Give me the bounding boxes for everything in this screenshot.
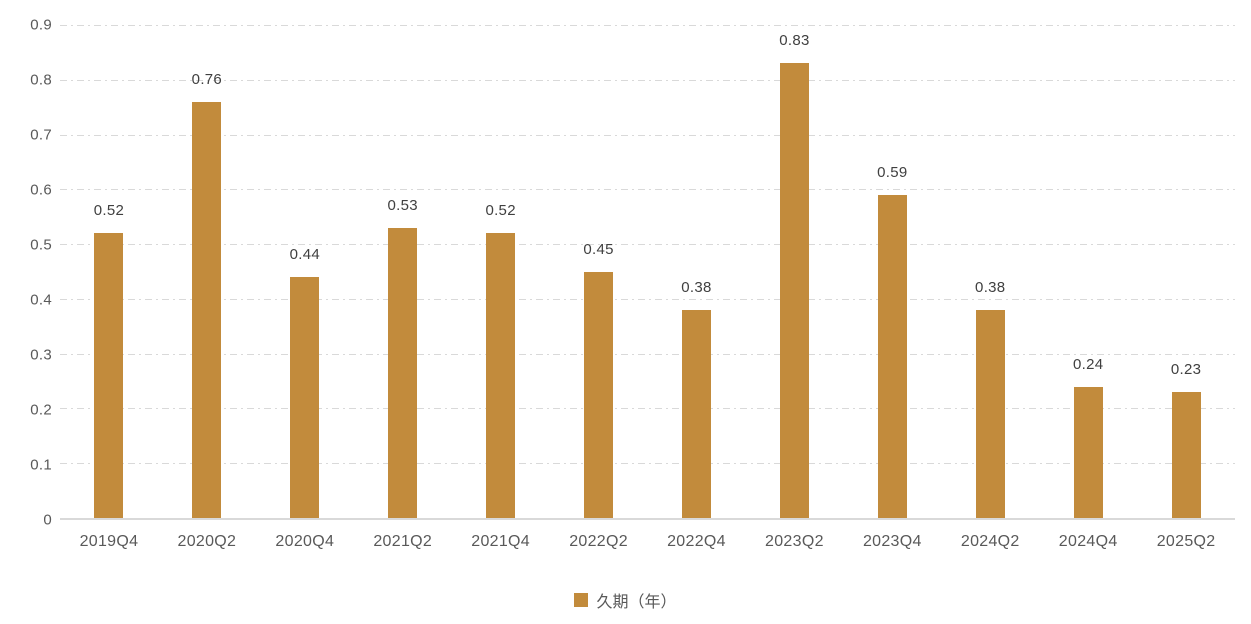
bar-slot: 0.38 <box>941 25 1039 518</box>
x-tick-label: 2023Q2 <box>765 533 824 550</box>
legend-swatch-icon <box>574 593 589 607</box>
x-tick-label: 2020Q2 <box>177 533 237 550</box>
x-tick-label: 2024Q2 <box>960 533 1020 550</box>
x-tick-label: 2021Q2 <box>373 533 433 550</box>
bar <box>975 309 1005 518</box>
gridline <box>60 134 1235 136</box>
gridline <box>60 408 1235 410</box>
data-label: 0.52 <box>93 202 125 220</box>
data-label: 0.59 <box>877 163 908 181</box>
plot-area: 0.52 0.76 0.44 0.53 0.52 0.45 0.38 0.83 0.59 0.38… <box>60 25 1235 520</box>
legend-label: 久期（年） <box>596 594 677 611</box>
bar <box>1171 392 1201 518</box>
data-label: 0.76 <box>191 70 223 88</box>
bar <box>388 227 418 518</box>
bar <box>1073 386 1103 518</box>
x-tick-label: 2020Q4 <box>275 533 335 550</box>
bar-slot: 0.38 <box>648 25 746 518</box>
x-tick-label: 2025Q2 <box>1156 533 1216 550</box>
data-label: 0.53 <box>387 196 418 214</box>
bar-series: 0.52 0.76 0.44 0.53 0.52 0.45 0.38 0.83 0.59 0.38… <box>60 25 1235 518</box>
y-tick-label: 0.1 <box>30 456 52 474</box>
y-tick-label: 0.3 <box>30 346 52 364</box>
x-axis: 2019Q4 2020Q2 2020Q4 2021Q2 2021Q4 2022Q2 2022… <box>60 533 1235 551</box>
x-tick-label: 2022Q4 <box>667 533 726 550</box>
gridline <box>60 25 1235 26</box>
y-tick-label: 0.2 <box>30 401 52 419</box>
bar-slot: 0.23 <box>1137 25 1235 518</box>
bar-slot: 0.76 <box>158 25 256 518</box>
x-tick-label: 2024Q4 <box>1058 533 1118 550</box>
gridline <box>60 463 1235 465</box>
x-tick-label: 2023Q4 <box>862 533 922 550</box>
bar-slot: 0.59 <box>843 25 941 518</box>
bar <box>681 309 711 518</box>
gridline <box>60 189 1235 191</box>
bar-slot: 0.83 <box>745 25 843 518</box>
bar <box>877 194 907 518</box>
bar <box>486 233 516 518</box>
bar <box>94 233 124 518</box>
bar-slot: 0.44 <box>256 25 354 518</box>
legend: 久期（年） <box>0 588 1251 612</box>
y-tick-label: 0.7 <box>30 126 52 144</box>
bar-slot: 0.53 <box>354 25 452 518</box>
y-tick-label: 0 <box>43 511 52 529</box>
bar-slot: 0.45 <box>550 25 648 518</box>
data-label: 0.38 <box>975 278 1006 296</box>
gridline <box>60 244 1235 246</box>
y-tick-label: 0.5 <box>30 236 52 254</box>
data-label: 0.44 <box>289 245 320 263</box>
bar <box>192 101 222 518</box>
data-label: 0.38 <box>681 278 712 296</box>
data-label: 0.83 <box>779 32 810 50</box>
x-tick-label: 2019Q4 <box>79 533 139 550</box>
x-tick-label: 2021Q4 <box>471 533 531 550</box>
bar <box>779 63 809 518</box>
gridline <box>60 298 1235 300</box>
x-tick-label: 2022Q2 <box>569 533 628 550</box>
data-label: 0.24 <box>1072 355 1104 373</box>
data-label: 0.45 <box>583 240 614 258</box>
y-tick-label: 0.6 <box>30 181 52 199</box>
bar-slot: 0.52 <box>452 25 550 518</box>
bar <box>290 276 320 518</box>
bar <box>584 271 614 518</box>
y-tick-label: 0.9 <box>30 16 52 34</box>
data-label: 0.23 <box>1170 361 1202 379</box>
y-tick-label: 0.4 <box>30 291 52 309</box>
bar-slot: 0.52 <box>60 25 158 518</box>
data-label: 0.52 <box>485 202 516 220</box>
y-tick-label: 0.8 <box>30 71 52 89</box>
gridline <box>60 353 1235 355</box>
gridline <box>60 79 1235 81</box>
bar-slot: 0.24 <box>1039 25 1137 518</box>
y-axis: 0.9 0.8 0.7 0.6 0.5 0.4 0.3 0.2 0.1 0 <box>6 17 52 529</box>
